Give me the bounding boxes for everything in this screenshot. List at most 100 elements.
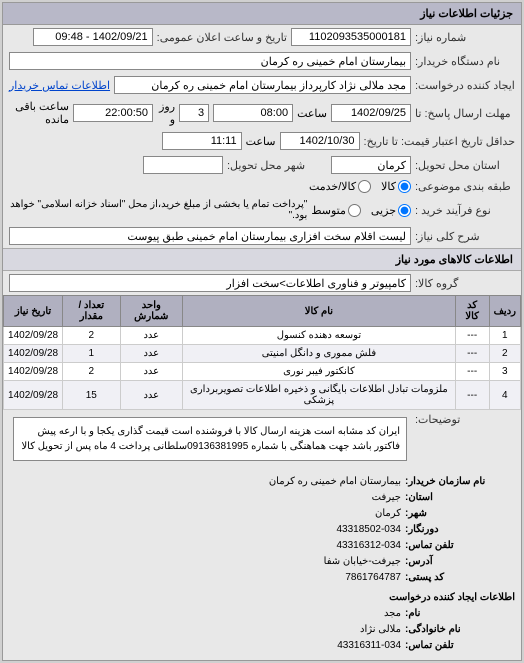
details-panel: جزئیات اطلاعات نیاز شماره نیاز: تاریخ و … (2, 2, 522, 661)
table-cell: 2 (63, 363, 120, 381)
explain-label: توضیحات: (415, 413, 515, 426)
table-cell: عدد (120, 345, 183, 363)
city-deliver-label: شهر محل تحویل: (227, 159, 327, 172)
table-cell: کانکتور فیبر نوری (183, 363, 456, 381)
goods-section-title: اطلاعات کالاهای مورد نیاز (3, 248, 521, 271)
creator-section-title: اطلاعات ایجاد کننده درخواست (9, 590, 515, 606)
buyer-info-block: نام سازمان خریدار:بیمارستان امام خمینی ر… (3, 468, 521, 660)
name-value: مجد (384, 606, 401, 622)
table-cell: 3 (489, 363, 520, 381)
table-header-cell: کد کالا (455, 296, 489, 327)
family-label: نام خانوادگی: (405, 622, 515, 638)
table-row[interactable]: 2---فلش مموری و دانگل امنیتیعدد11402/09/… (4, 345, 521, 363)
announce-input[interactable] (33, 28, 153, 46)
postal-value: 7861764787 (345, 570, 401, 586)
table-header-cell: تاریخ نیاز (4, 296, 63, 327)
pack-part-input[interactable] (358, 180, 371, 193)
goods-group-label: گروه کالا: (415, 277, 515, 290)
city-label: شهر: (405, 506, 515, 522)
city-deliver-input[interactable] (143, 156, 223, 174)
family-value: ملالی نژاد (360, 622, 401, 638)
table-cell: --- (455, 327, 489, 345)
time-label-2: ساعت (246, 135, 276, 148)
table-cell: --- (455, 381, 489, 410)
table-body: 1---توسعه دهنده کنسولعدد21402/09/282---ف… (4, 327, 521, 410)
table-header-cell: واحد شمارش (120, 296, 183, 327)
announce-label: تاریخ و ساعت اعلان عمومی: (157, 31, 287, 44)
fax-label: دورنگار: (405, 522, 515, 538)
deadline-date-input[interactable] (331, 104, 411, 122)
remaining-time-input[interactable] (73, 104, 153, 122)
remaining-label: ساعت باقی مانده (9, 100, 69, 126)
table-header-row: ردیفکد کالانام کالاواحد شمارشتعداد / مقد… (4, 296, 521, 327)
buyer-device-label: نام دستگاه خریدار: (415, 55, 515, 68)
process-mid-input[interactable] (348, 204, 361, 217)
process-part-input[interactable] (398, 204, 411, 217)
validity-date-input[interactable] (280, 132, 360, 150)
table-cell: 15 (63, 381, 120, 410)
days-input[interactable] (179, 104, 209, 122)
day-label: روز و (157, 100, 175, 126)
process-part-radio[interactable]: جزیی (371, 204, 411, 217)
province-value: جیرفت (372, 490, 401, 506)
table-header-cell: ردیف (489, 296, 520, 327)
table-row[interactable]: 1---توسعه دهنده کنسولعدد21402/09/28 (4, 327, 521, 345)
table-cell: فلش مموری و دانگل امنیتی (183, 345, 456, 363)
table-cell: 4 (489, 381, 520, 410)
contact-link[interactable]: اطلاعات تماس خریدار (9, 79, 110, 92)
process-radio-group: جزیی متوسط (311, 204, 411, 217)
table-cell: --- (455, 345, 489, 363)
postal-label: کد پستی: (405, 570, 515, 586)
org-value: بیمارستان امام خمینی ره کرمان (269, 474, 401, 490)
panel-header: جزئیات اطلاعات نیاز (3, 3, 521, 25)
address-value: جیرفت-خیابان شفا (324, 554, 401, 570)
pack-radio-group: کالا کالا/خدمت (309, 180, 411, 193)
table-cell: 1402/09/28 (4, 363, 63, 381)
org-label: نام سازمان خریدار: (405, 474, 515, 490)
desc-input[interactable] (9, 227, 411, 245)
province-label: استان: (405, 490, 515, 506)
address-label: آدرس: (405, 554, 515, 570)
table-cell: --- (455, 363, 489, 381)
deadline-send-label: مهلت ارسال پاسخ: تا (415, 107, 515, 120)
table-cell: عدد (120, 381, 183, 410)
deadline-time-input[interactable] (213, 104, 293, 122)
city-value: کرمان (375, 506, 401, 522)
phone2-value: 43316311-034 (337, 638, 401, 654)
validity-time-input[interactable] (162, 132, 242, 150)
phone2-label: تلفن تماس: (405, 638, 515, 654)
table-cell: توسعه دهنده کنسول (183, 327, 456, 345)
pack-label: طبقه بندی موضوعی: (415, 180, 515, 193)
goods-table: ردیفکد کالانام کالاواحد شمارشتعداد / مقد… (3, 295, 521, 410)
request-no-input[interactable] (291, 28, 411, 46)
phone-label: تلفن تماس: (405, 538, 515, 554)
table-row[interactable]: 3---کانکتور فیبر نوریعدد21402/09/28 (4, 363, 521, 381)
table-header-cell: نام کالا (183, 296, 456, 327)
location-input[interactable] (331, 156, 411, 174)
goods-group-input[interactable] (9, 274, 411, 292)
table-cell: 2 (63, 327, 120, 345)
fax-value: 43318502-034 (336, 522, 401, 538)
table-cell: ملزومات تبادل اطلاعات بایگانی و ذخیره اط… (183, 381, 456, 410)
requester-input[interactable] (114, 76, 411, 94)
table-cell: عدد (120, 327, 183, 345)
time-label-1: ساعت (297, 107, 327, 120)
process-note: "پرداخت تمام یا بخشی از مبلغ خرید،از محل… (9, 199, 307, 221)
table-cell: عدد (120, 363, 183, 381)
table-cell: 1 (489, 327, 520, 345)
process-label: نوع فرآیند خرید : (415, 204, 515, 217)
request-no-label: شماره نیاز: (415, 31, 515, 44)
process-mid-radio[interactable]: متوسط (311, 204, 361, 217)
table-cell: 2 (489, 345, 520, 363)
explain-text: ایران کد مشابه است هزینه ارسال کالا با ف… (13, 417, 407, 461)
table-cell: 1402/09/28 (4, 381, 63, 410)
pack-all-input[interactable] (398, 180, 411, 193)
pack-all-radio[interactable]: کالا (381, 180, 411, 193)
pack-part-radio[interactable]: کالا/خدمت (309, 180, 371, 193)
table-row[interactable]: 4---ملزومات تبادل اطلاعات بایگانی و ذخیر… (4, 381, 521, 410)
validity-label: حداقل تاریخ اعتبار قیمت: تا تاریخ: (364, 135, 515, 148)
name-label: نام: (405, 606, 515, 622)
table-header-cell: تعداد / مقدار (63, 296, 120, 327)
buyer-device-input[interactable] (9, 52, 411, 70)
phone-value: 43316312-034 (336, 538, 401, 554)
